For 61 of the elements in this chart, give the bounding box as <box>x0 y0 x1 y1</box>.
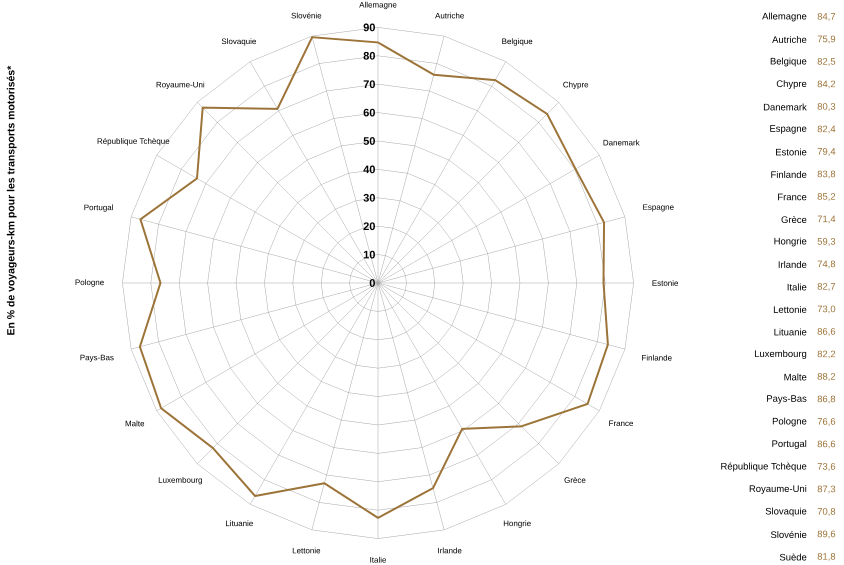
text: 84,7 <box>818 13 836 21</box>
text: 88,2 <box>818 373 836 381</box>
text: 81,8 <box>818 553 836 561</box>
text: 82,4 <box>818 126 836 134</box>
text: Pologne <box>772 418 806 426</box>
text: Slovaquie <box>766 508 806 516</box>
text: 80,3 <box>818 103 836 111</box>
text: 73,0 <box>818 306 836 314</box>
text: Estonie <box>776 148 806 156</box>
text: 71,4 <box>818 216 836 224</box>
text: Lettonie <box>774 306 806 313</box>
text: 59,3 <box>818 238 836 246</box>
text: Chypre <box>776 80 806 89</box>
text: 84,2 <box>818 80 836 88</box>
text: Royaume-Uni <box>750 485 806 494</box>
y-tick-label: 20 <box>364 222 375 230</box>
y-tick-label: 30 <box>363 194 375 202</box>
text: Allemagne <box>762 12 806 22</box>
y-tick-label: 50 <box>364 137 375 145</box>
y-tick-label: 40 <box>363 166 375 174</box>
text: 86,6 <box>818 440 836 448</box>
text: 86,8 <box>818 396 836 404</box>
text: Espagne <box>770 125 806 134</box>
text: 87,3 <box>818 486 836 494</box>
text: Suède <box>780 553 806 561</box>
text: 76,6 <box>818 418 836 426</box>
text: Belgique <box>770 58 806 66</box>
text: Slovénie <box>770 530 806 538</box>
text: Portugal <box>772 440 806 449</box>
text: Irlande <box>778 261 806 268</box>
y-tick-label: 80 <box>364 52 375 60</box>
y-tick-label: 10 <box>364 250 375 258</box>
text: 83,8 <box>818 170 836 178</box>
text: République Tchèque <box>721 462 806 472</box>
text: 82,5 <box>818 58 836 66</box>
text: Malte <box>784 374 806 380</box>
text: Lituanie <box>774 328 806 336</box>
text: Grèce <box>782 216 806 224</box>
text: France <box>778 194 806 200</box>
text: 89,6 <box>818 530 836 538</box>
text: 82,2 <box>818 350 836 358</box>
y-tick-label: 90 <box>364 24 375 32</box>
text: Italie <box>788 284 806 290</box>
text: 73,6 <box>818 463 836 471</box>
y-tick-label: 60 <box>364 108 375 116</box>
text: 75,9 <box>818 36 836 44</box>
text: Finlande <box>771 171 806 178</box>
text: Luxembourg <box>754 350 806 359</box>
y-tick-label: 70 <box>364 80 375 88</box>
text: 70,8 <box>818 508 836 516</box>
text: 74,8 <box>818 260 836 268</box>
text: 82,7 <box>818 283 836 291</box>
text: Hongrie <box>774 238 806 246</box>
y-tick-label: 0 <box>370 279 375 287</box>
text: 79,4 <box>818 148 836 156</box>
text: Pays-Bas <box>767 395 806 404</box>
text: Autriche <box>772 36 806 43</box>
text: Danemark <box>764 104 807 110</box>
text: 86,6 <box>818 328 836 336</box>
text: 85,2 <box>818 193 836 201</box>
text: En % de voyageurs-km pour les transports motorisés* <box>6 66 17 335</box>
